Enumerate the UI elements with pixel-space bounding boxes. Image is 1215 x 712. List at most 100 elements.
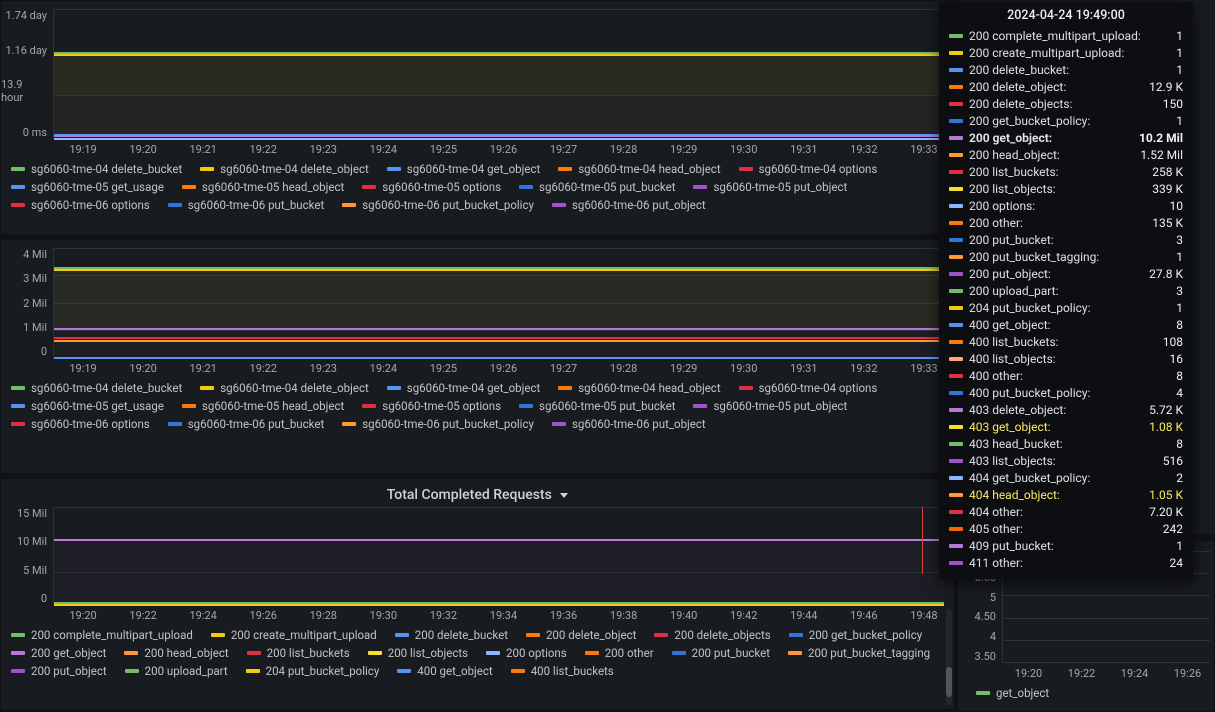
legend-item[interactable]: sg6060-tme-05 get_usage: [11, 399, 164, 413]
legend-item[interactable]: sg6060-tme-06 put_object: [552, 198, 706, 212]
legend-item[interactable]: sg6060-tme-05 head_object: [182, 399, 344, 413]
legend-item[interactable]: sg6060-tme-06 put_bucket: [168, 417, 324, 431]
tooltip-row: 200 create_multipart_upload:1: [949, 44, 1183, 61]
tooltip-label: 204 put_bucket_policy:: [969, 301, 1168, 315]
legend-item[interactable]: 400 list_buckets: [511, 664, 614, 678]
legend-item[interactable]: sg6060-tme-05 put_object: [693, 399, 847, 413]
legend-label: 400 get_object: [417, 664, 492, 678]
legend-item[interactable]: sg6060-tme-04 get_object: [387, 381, 540, 395]
legend-item[interactable]: sg6060-tme-04 get_object: [387, 162, 540, 176]
x-tick: 19:32: [834, 143, 894, 156]
legend-label: sg6060-tme-05 get_usage: [31, 399, 164, 413]
chart1-legend: sg6060-tme-04 delete_bucket sg6060-tme-04…: [1, 156, 954, 222]
legend-item[interactable]: sg6060-tme-06 options: [11, 417, 150, 431]
panel3-title[interactable]: Total Completed Requests: [1, 479, 954, 507]
legend-item[interactable]: 200 put_bucket_tagging: [788, 646, 930, 660]
tooltip-swatch: [949, 374, 963, 378]
legend-item[interactable]: 400 get_object: [397, 664, 492, 678]
chart1-plot[interactable]: [53, 9, 944, 139]
legend-item[interactable]: 204 put_bucket_policy: [246, 664, 380, 678]
x-tick: 19:32: [413, 609, 473, 622]
tooltip-row: 200 delete_objects:150: [949, 95, 1183, 112]
legend-item[interactable]: sg6060-tme-05 options: [362, 399, 501, 413]
panel3-title-text: Total Completed Requests: [387, 487, 552, 503]
chart2-plot[interactable]: [53, 248, 944, 358]
legend-item[interactable]: sg6060-tme-05 put_bucket: [519, 180, 675, 194]
legend-item[interactable]: sg6060-tme-04 delete_bucket: [11, 162, 182, 176]
chevron-down-icon: [560, 493, 568, 498]
legend-item[interactable]: 200 put_object: [11, 664, 107, 678]
legend-item[interactable]: 200 other: [585, 646, 654, 660]
legend-item[interactable]: sg6060-tme-06 put_bucket: [168, 198, 324, 212]
chart2-xaxis: 19:1919:2019:2119:2219:2319:2419:2519:26…: [53, 358, 954, 375]
tooltip-value: 10: [1162, 199, 1184, 213]
legend-item[interactable]: sg6060-tme-04 delete_object: [200, 162, 369, 176]
legend-swatch: [200, 386, 214, 390]
vertical-scrollbar[interactable]: [946, 609, 952, 705]
legend-item[interactable]: sg6060-tme-05 put_bucket: [519, 399, 675, 413]
tooltip-value: 2: [1168, 471, 1183, 485]
legend-label: sg6060-tme-05 put_bucket: [539, 399, 675, 413]
legend-item[interactable]: sg6060-tme-04 head_object: [558, 162, 720, 176]
legend-swatch: [246, 669, 260, 673]
tooltip-value: 8: [1168, 369, 1183, 383]
tooltip-value: 1.52 Mil: [1132, 148, 1183, 162]
legend-item[interactable]: 200 get_bucket_policy: [789, 628, 922, 642]
legend-swatch: [11, 422, 25, 426]
legend-item[interactable]: sg6060-tme-06 put_bucket_policy: [342, 417, 534, 431]
legend-swatch: [585, 651, 599, 655]
tooltip-row: 409 put_bucket:1: [949, 537, 1183, 554]
legend-item[interactable]: sg6060-tme-06 put_object: [552, 417, 706, 431]
tooltip-row: 200 delete_bucket:1: [949, 61, 1183, 78]
legend-item[interactable]: sg6060-tme-04 head_object: [558, 381, 720, 395]
legend-item[interactable]: sg6060-tme-04 delete_object: [200, 381, 369, 395]
tooltip-label: 404 get_bucket_policy:: [969, 471, 1168, 485]
legend-item[interactable]: 200 delete_object: [526, 628, 636, 642]
tooltip-swatch: [949, 204, 963, 208]
y-tick: 0: [41, 345, 47, 358]
legend-item[interactable]: sg6060-tme-05 get_usage: [11, 180, 164, 194]
legend-item[interactable]: sg6060-tme-06 put_bucket_policy: [342, 198, 534, 212]
legend-item[interactable]: get_object: [976, 686, 1049, 700]
legend-swatch: [11, 203, 25, 207]
legend-item[interactable]: 200 delete_bucket: [395, 628, 508, 642]
tooltip-label: 403 list_objects:: [969, 454, 1155, 468]
legend-item[interactable]: sg6060-tme-06 options: [11, 198, 150, 212]
tooltip-swatch: [949, 340, 963, 344]
legend-item[interactable]: 200 list_objects: [368, 646, 468, 660]
x-tick: 19:24: [173, 609, 233, 622]
tooltip-swatch: [949, 561, 963, 565]
tooltip-value: 4: [1168, 386, 1183, 400]
legend-item[interactable]: sg6060-tme-04 options: [739, 162, 878, 176]
tooltip-row: 200 complete_multipart_upload:1: [949, 27, 1183, 44]
legend-item[interactable]: 200 complete_multipart_upload: [11, 628, 193, 642]
tooltip-label: 200 put_bucket_tagging:: [969, 250, 1168, 264]
x-tick: 19:22: [233, 362, 293, 375]
legend-item[interactable]: 200 list_buckets: [247, 646, 350, 660]
y-tick: 1.16 day: [6, 44, 48, 57]
legend-item[interactable]: sg6060-tme-05 head_object: [182, 180, 344, 194]
x-tick: 19:26: [473, 362, 533, 375]
legend-item[interactable]: 200 create_multipart_upload: [211, 628, 377, 642]
chart3-plot[interactable]: [53, 507, 944, 605]
legend-item[interactable]: sg6060-tme-05 put_object: [693, 180, 847, 194]
legend-item[interactable]: 200 options: [486, 646, 567, 660]
legend-item[interactable]: 200 head_object: [124, 646, 228, 660]
legend-label: 200 put_bucket_tagging: [808, 646, 930, 660]
legend-item[interactable]: sg6060-tme-04 delete_bucket: [11, 381, 182, 395]
x-tick: 19:20: [53, 609, 113, 622]
x-tick: 19:31: [774, 143, 834, 156]
legend-item[interactable]: sg6060-tme-05 options: [362, 180, 501, 194]
scrollbar-thumb[interactable]: [946, 667, 952, 697]
x-tick: 19:19: [53, 362, 113, 375]
tooltip-label: 404 head_object:: [969, 488, 1141, 502]
legend-item[interactable]: 200 get_object: [11, 646, 106, 660]
legend-item[interactable]: 200 upload_part: [125, 664, 228, 678]
legend-swatch: [168, 422, 182, 426]
legend-item[interactable]: sg6060-tme-04 options: [739, 381, 878, 395]
legend-item[interactable]: 200 put_bucket: [672, 646, 770, 660]
tooltip-row: 404 other:7.20 K: [949, 503, 1183, 520]
legend-item[interactable]: 200 delete_objects: [654, 628, 770, 642]
legend-swatch: [397, 669, 411, 673]
tooltip-value: 3: [1168, 284, 1183, 298]
